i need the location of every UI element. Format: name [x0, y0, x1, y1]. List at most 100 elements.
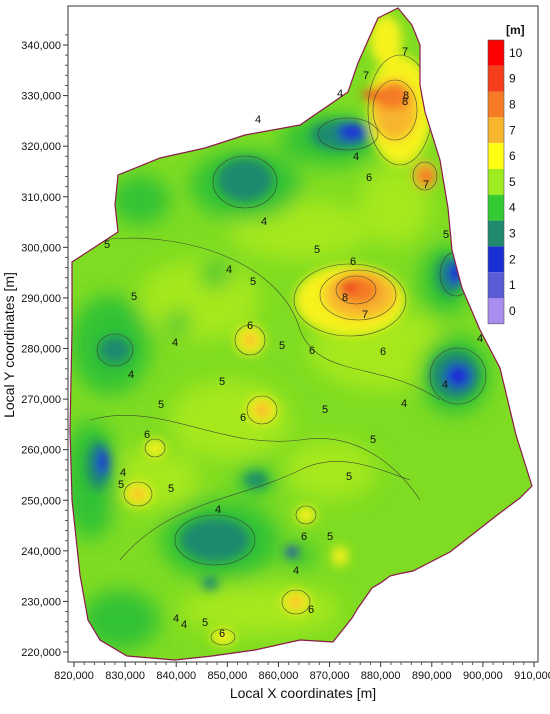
x-tick-label: 820,000 [54, 670, 94, 682]
x-tick-label: 850,000 [207, 670, 247, 682]
contour-label: 8 [402, 96, 408, 108]
contour-label: 4 [173, 613, 179, 625]
contour-label: 4 [401, 398, 407, 410]
contour-label: 4 [337, 88, 343, 100]
contour-label: 5 [104, 239, 110, 251]
contour-label: 6 [219, 628, 225, 640]
contour-label: 7 [402, 46, 408, 58]
colorbar-label: 6 [509, 149, 516, 163]
contour-label: 5 [168, 483, 174, 495]
contour-label: 4 [442, 379, 448, 391]
colorbar-swatch [488, 272, 504, 298]
colorbar-label: 7 [509, 123, 516, 137]
contour-label: 5 [131, 291, 137, 303]
contour-label: 5 [443, 229, 449, 241]
contour-label: 5 [346, 471, 352, 483]
contour-label: 5 [327, 531, 333, 543]
y-tick-label: 250,000 [21, 495, 61, 507]
y-tick-label: 280,000 [21, 344, 61, 356]
colorbar-label: 8 [509, 98, 516, 112]
contour-label: 4 [477, 333, 483, 345]
colorbar-label: 5 [509, 175, 516, 189]
colorbar-swatch [488, 40, 504, 66]
x-tick-label: 870,000 [310, 670, 350, 682]
y-tick-label: 310,000 [21, 192, 61, 204]
y-axis-ticks: 340,000 330,000 320,000 310,000 300,000 290,0… [21, 34, 68, 659]
colorbar-label: 9 [509, 72, 516, 86]
colorbar-swatch [488, 117, 504, 144]
contour-label: 6 [366, 172, 372, 184]
x-tick-label: 830,000 [105, 670, 145, 682]
contour-label: 5 [219, 376, 225, 388]
contour-label: 5 [118, 479, 124, 491]
colorbar-label: 10 [509, 46, 523, 60]
y-axis-title: Local Y coordinates [m] [1, 272, 17, 418]
x-axis-ticks: 820,000 830,000 840,000 850,000 860,000 870,0… [54, 662, 550, 682]
contour-label: 6 [380, 346, 386, 358]
contour-label: 5 [322, 404, 328, 416]
colorbar-label: 3 [509, 227, 516, 241]
plot-frame [67, 5, 539, 663]
contour-label: 4 [172, 337, 178, 349]
colorbar-swatch [488, 194, 504, 221]
contour-label: 5 [279, 340, 285, 352]
contour-label: 4 [215, 504, 221, 516]
contour-label: 6 [144, 429, 150, 441]
contour-label: 4 [293, 565, 299, 577]
x-tick-label: 860,000 [259, 670, 299, 682]
colorbar-swatch [488, 169, 504, 195]
y-tick-label: 330,000 [21, 91, 61, 103]
colorbar-swatch [488, 91, 504, 118]
colorbar-label: 0 [509, 304, 516, 318]
contour-label: 7 [363, 70, 369, 82]
contour-label: 6 [240, 412, 246, 424]
contour-label: 4 [255, 114, 261, 126]
colorbar-swatch [488, 298, 504, 324]
contour-label: 5 [314, 244, 320, 256]
contour-label: 7 [362, 309, 368, 321]
contour-label: 5 [250, 276, 256, 288]
colorbar-outline [487, 39, 505, 325]
y-tick-label: 220,000 [21, 647, 61, 659]
colorbar-swatch [488, 220, 504, 247]
contour-label: 6 [309, 345, 315, 357]
contour-label: 4 [353, 151, 359, 163]
contour-label: 8 [342, 292, 348, 304]
contour-label: 4 [120, 467, 126, 479]
contour-label: 4 [181, 619, 187, 631]
y-tick-label: 340,000 [21, 40, 61, 52]
colorbar-label: 2 [509, 252, 516, 266]
contour-label: 6 [301, 531, 307, 543]
x-tick-label: 840,000 [156, 670, 196, 682]
y-tick-label: 260,000 [21, 445, 61, 457]
contour-label: 7 [423, 179, 429, 191]
contour-label: 8 [403, 90, 409, 102]
contour-label: 6 [308, 604, 314, 616]
y-tick-label: 240,000 [21, 546, 61, 558]
colorbar-swatch [488, 143, 504, 169]
colorbar-unit: [m] [506, 23, 525, 37]
contour-label: 6 [350, 256, 356, 268]
x-axis-title: Local X coordinates [m] [230, 685, 376, 701]
region-boundary [69, 7, 533, 661]
x-tick-label: 910,000 [514, 670, 550, 682]
contour-label: 6 [247, 320, 253, 332]
colorbar-label: 4 [509, 201, 516, 215]
contour-label: 5 [202, 617, 208, 629]
colorbar-swatch [488, 65, 504, 92]
contour-label: 5 [158, 399, 164, 411]
y-tick-label: 230,000 [21, 596, 61, 608]
y-tick-label: 290,000 [21, 293, 61, 305]
y-tick-label: 270,000 [21, 394, 61, 406]
colorbar-label: 1 [509, 278, 516, 292]
x-tick-label: 880,000 [361, 670, 401, 682]
contour-label: 4 [226, 264, 232, 276]
x-tick-label: 890,000 [412, 670, 452, 682]
contour-label: 4 [128, 369, 134, 381]
x-tick-label: 900,000 [463, 670, 503, 682]
y-tick-label: 320,000 [21, 141, 61, 153]
